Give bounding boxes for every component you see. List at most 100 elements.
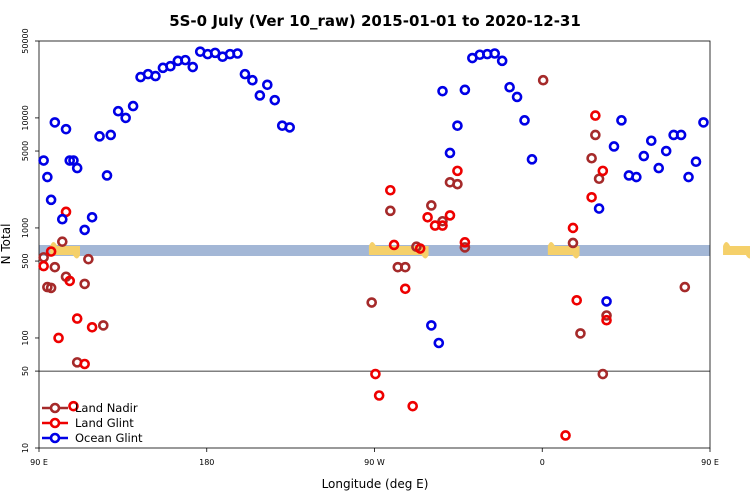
point-ocean-glint — [38, 155, 49, 166]
point-ocean-glint — [653, 162, 665, 174]
point-land-nadir — [679, 281, 691, 293]
point-land-glint — [370, 368, 381, 380]
point-ocean-glint — [683, 171, 694, 183]
point-land-nadir — [385, 205, 396, 217]
point-land-nadir — [399, 261, 411, 273]
point-land-glint — [437, 220, 448, 231]
point-land-nadir — [597, 368, 609, 380]
point-ocean-glint — [433, 337, 445, 349]
point-land-glint — [53, 332, 64, 344]
point-ocean-glint — [232, 48, 243, 59]
point-ocean-glint — [254, 90, 266, 101]
x-tick-label: 90 E — [30, 458, 48, 467]
point-ocean-glint — [127, 100, 139, 112]
land-band-edge — [50, 242, 58, 246]
land-band-edge — [745, 255, 750, 259]
point-land-glint — [422, 211, 433, 223]
point-land-nadir — [459, 242, 471, 253]
land-band-edge — [368, 242, 376, 246]
land-band-segment — [368, 246, 429, 255]
x-axis-label: Longitude (deg E) — [322, 477, 429, 491]
point-land-nadir — [593, 173, 605, 185]
point-land-nadir — [56, 236, 68, 247]
y-tick-label: 100 — [21, 330, 30, 345]
y-tick-label: 1000 — [21, 218, 30, 238]
point-land-glint — [373, 390, 385, 401]
legend-marker-land-nadir — [49, 402, 61, 414]
point-land-glint — [86, 322, 98, 333]
point-ocean-glint — [444, 147, 456, 159]
point-land-nadir — [366, 297, 378, 308]
legend-marker-ocean-glint — [49, 432, 61, 444]
point-land-glint — [407, 400, 419, 412]
point-ocean-glint — [45, 194, 57, 206]
point-ocean-glint — [101, 170, 113, 181]
point-ocean-glint — [459, 84, 471, 96]
point-ocean-glint — [180, 54, 191, 66]
x-tick-label: 90 E — [701, 458, 719, 467]
point-land-nadir — [567, 237, 579, 249]
land-band-edge — [421, 255, 429, 259]
point-ocean-glint — [247, 74, 258, 86]
land-band-edge — [572, 255, 580, 259]
land-band-segment — [547, 246, 580, 255]
point-ocean-glint — [601, 296, 612, 307]
point-ocean-glint — [64, 155, 76, 166]
y-tick-label: 50000 — [21, 28, 30, 53]
legend-label-ocean-glint: Ocean Glint — [75, 431, 143, 445]
point-ocean-glint — [60, 123, 72, 135]
point-land-glint — [444, 210, 456, 221]
point-ocean-glint — [690, 156, 702, 167]
axis-layer: 90 E 180 90 W 0 90 E105010050010005000100005… — [21, 28, 719, 467]
point-ocean-glint — [269, 94, 281, 106]
point-ocean-glint — [660, 145, 672, 157]
point-ocean-glint — [262, 79, 273, 91]
point-ocean-glint — [105, 129, 117, 141]
x-tick-label: 180 — [199, 458, 214, 467]
point-land-glint — [38, 260, 49, 272]
point-land-nadir — [452, 178, 463, 190]
point-land-glint — [459, 237, 471, 248]
point-ocean-glint — [42, 171, 53, 183]
point-ocean-glint — [120, 112, 131, 124]
legend-label-land-glint: Land Glint — [75, 416, 134, 430]
point-ocean-glint — [496, 55, 508, 67]
point-land-glint — [64, 275, 76, 287]
point-land-glint — [385, 184, 396, 196]
point-ocean-glint — [187, 61, 199, 73]
point-ocean-glint — [56, 213, 68, 225]
point-land-glint — [452, 165, 463, 177]
legend-label-land-nadir: Land Nadir — [75, 401, 138, 415]
point-land-glint — [45, 246, 57, 257]
point-land-glint — [560, 430, 571, 441]
chart-title: 5S-0 July (Ver 10_raw) 2015-01-01 to 202… — [169, 12, 581, 30]
point-ocean-glint — [86, 211, 98, 223]
point-land-glint — [68, 400, 79, 412]
point-land-nadir — [79, 278, 90, 290]
point-ocean-glint — [239, 68, 251, 80]
point-ocean-glint — [511, 91, 523, 103]
land-band-edge — [73, 255, 81, 259]
point-land-nadir — [575, 328, 586, 339]
point-land-glint — [399, 283, 411, 295]
point-ocean-glint — [284, 122, 295, 133]
point-ocean-glint — [616, 115, 627, 126]
point-land-nadir — [586, 152, 597, 164]
land-band-segment — [50, 246, 81, 255]
point-ocean-glint — [526, 154, 538, 165]
points-layer — [38, 46, 709, 441]
point-land-nadir — [601, 310, 612, 321]
y-tick-label: 500 — [21, 253, 30, 268]
point-ocean-glint — [698, 117, 709, 128]
point-ocean-glint — [79, 224, 90, 236]
point-land-glint — [571, 294, 583, 306]
y-axis-label: N Total — [0, 224, 13, 265]
y-tick-label: 50 — [21, 366, 30, 376]
point-ocean-glint — [452, 120, 463, 131]
point-ocean-glint — [645, 135, 657, 147]
land-band-segment — [723, 246, 750, 255]
point-land-nadir — [98, 320, 109, 331]
